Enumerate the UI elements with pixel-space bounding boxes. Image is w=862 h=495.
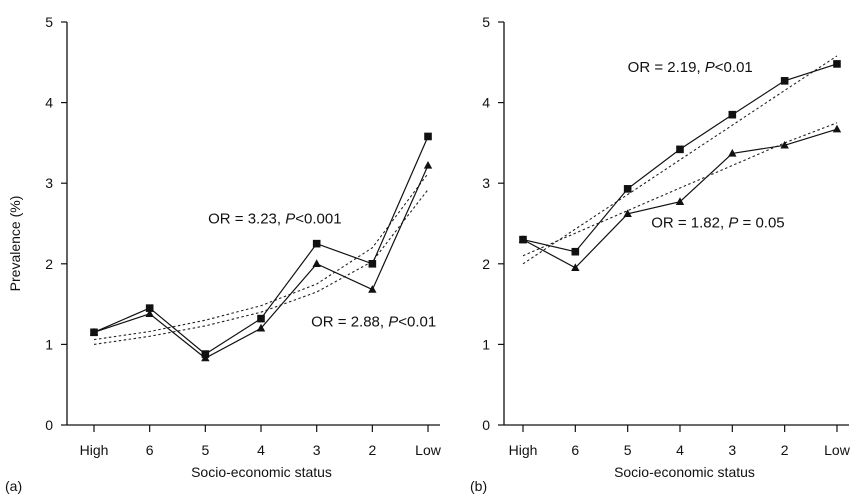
triangle-marker <box>675 197 685 205</box>
y-tick-label: 0 <box>45 417 53 433</box>
square-marker <box>780 77 789 85</box>
panel-label: (b) <box>470 478 487 494</box>
annotation-part: P <box>388 314 398 331</box>
y-tick-label: 4 <box>45 95 53 111</box>
x-tick-label: 6 <box>146 442 154 458</box>
trendline-1 <box>93 189 429 345</box>
x-tick-label: High <box>509 442 538 458</box>
square-marker <box>145 304 154 312</box>
y-tick-label: 1 <box>482 336 490 352</box>
triangle-marker <box>518 235 528 243</box>
x-tick-label: 2 <box>781 442 789 458</box>
x-tick-label: 4 <box>257 442 265 458</box>
y-tick-label: 0 <box>482 417 490 433</box>
chart-panel-0: 0 1 2 3 4 5 High 6 5 4 3 2 Low Socio-economic status P… <box>5 14 442 494</box>
annotation-part: P <box>285 211 295 228</box>
triangle-marker <box>728 148 737 157</box>
annotation-part: <0.01 <box>398 314 436 331</box>
annotation-part: P <box>705 59 715 76</box>
chart-panel-1: 0 1 2 3 4 5 High 6 5 4 3 2 Low Socio-economic status (… <box>470 14 851 494</box>
y-tick-label: 3 <box>45 175 53 191</box>
triangle-marker <box>571 263 580 272</box>
square-marker <box>623 185 632 193</box>
square-marker <box>424 132 432 141</box>
triangle-marker <box>368 285 377 293</box>
annotation-part: = 0.05 <box>738 215 784 232</box>
x-tick-label: Low <box>415 442 442 458</box>
y-tick-label: 3 <box>482 175 490 191</box>
triangle-marker <box>201 353 210 362</box>
y-axis-title: Prevalence (%) <box>7 196 23 292</box>
x-tick-label: 3 <box>313 442 321 458</box>
annotation-part: OR = 3.23, <box>208 211 285 228</box>
annotation-part: OR = 2.88, <box>311 314 388 331</box>
or-annotation-0: OR = 3.23, P<0.001 <box>208 211 341 228</box>
y-tick-label: 4 <box>482 95 490 111</box>
panel-label: (a) <box>5 478 22 494</box>
x-tick-label: Low <box>824 442 851 458</box>
triangle-marker <box>145 309 154 317</box>
annotation-part: OR = 1.82, <box>651 215 728 232</box>
x-axis-title: Socio-economic status <box>614 464 755 480</box>
trendline-0 <box>522 55 838 265</box>
trendline-0 <box>93 173 429 341</box>
y-tick-label: 5 <box>482 14 490 30</box>
triangle-marker <box>780 140 789 149</box>
square-marker <box>257 314 265 323</box>
x-tick-label: 4 <box>676 442 684 458</box>
annotation-part: P <box>728 215 738 232</box>
annotation-part: <0.001 <box>295 211 341 228</box>
x-tick-label: 5 <box>201 442 209 458</box>
triangle-marker <box>623 209 632 218</box>
x-tick-label: 2 <box>368 442 376 458</box>
x-tick-label: High <box>80 442 109 458</box>
square-marker <box>368 260 377 268</box>
x-tick-label: 5 <box>624 442 632 458</box>
y-tick-label: 1 <box>45 336 53 352</box>
x-axis-title: Socio-economic status <box>191 464 332 480</box>
annotation-part: <0.01 <box>715 59 753 76</box>
trendline-1 <box>522 122 838 257</box>
square-marker <box>833 60 841 68</box>
square-marker <box>728 110 737 119</box>
triangle-marker <box>89 327 99 336</box>
y-tick-label: 2 <box>45 256 53 272</box>
triangle-marker <box>423 160 433 169</box>
annotation-part: OR = 2.19, <box>628 59 705 76</box>
x-tick-label: 6 <box>571 442 579 458</box>
square-marker <box>312 239 321 248</box>
triangle-marker <box>832 124 842 133</box>
triangle-marker <box>312 259 321 267</box>
square-marker <box>676 145 684 154</box>
y-tick-label: 2 <box>482 256 490 272</box>
or-annotation-1: OR = 1.82, P = 0.05 <box>651 215 784 232</box>
y-tick-label: 5 <box>45 14 53 30</box>
or-annotation-1: OR = 2.88, P<0.01 <box>311 314 436 331</box>
triangle-marker <box>256 323 266 332</box>
or-annotation-0: OR = 2.19, P<0.01 <box>628 59 753 76</box>
square-marker <box>571 247 580 256</box>
x-tick-label: 3 <box>728 442 736 458</box>
